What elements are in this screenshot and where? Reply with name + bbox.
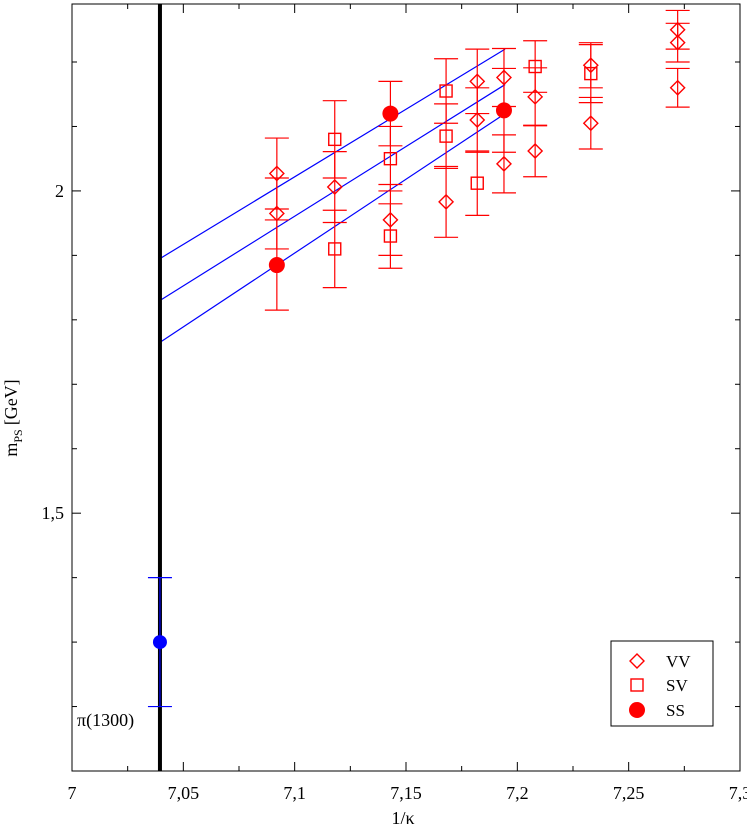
vv-point-11	[527, 142, 544, 159]
y-tick-label-1: 1,5	[42, 503, 65, 523]
sv-point-4	[383, 229, 398, 243]
sv-point-5	[439, 84, 453, 98]
legend-markers	[629, 653, 645, 718]
y-axis-label-unit: [GeV]	[1, 379, 21, 425]
y-axis-label: mPS [GeV]	[1, 379, 25, 456]
legend-label-ss: SS	[666, 701, 685, 720]
y-axis-label-main: m	[1, 443, 21, 457]
vv-point-5	[438, 193, 455, 210]
ss-point-3	[495, 102, 512, 119]
x-axis-ticks: 7 7,05 7,1 7,15 7,2 7,25 7,3	[68, 4, 747, 803]
ss-point-1	[268, 257, 285, 274]
svg-text:mPS[GeV]: mPS [GeV]	[1, 379, 25, 456]
x-tick-label-2: 7,05	[168, 783, 200, 803]
legend: VV SV SS	[610, 640, 714, 727]
x-tick-label-1: 7	[68, 783, 77, 803]
sv-point-7	[470, 176, 484, 190]
legend-marker-vv	[629, 653, 645, 669]
vv-point-10	[527, 88, 544, 105]
legend-label-vv: VV	[666, 652, 691, 671]
data-series	[264, 9, 690, 311]
legend-marker-sv	[630, 678, 644, 692]
sv-point-9	[584, 66, 598, 81]
reference-point-group	[147, 577, 172, 708]
sv-point-8	[528, 59, 542, 74]
x-tick-label-4: 7,15	[390, 783, 422, 803]
y-axis-ticks: 1,52	[42, 61, 740, 708]
x-tick-label-7: 7,3	[729, 783, 747, 803]
legend-label-sv: SV	[666, 676, 688, 695]
vv-point-15	[669, 34, 686, 51]
legend-box	[610, 640, 714, 727]
sv-point-2	[328, 242, 342, 256]
sv-point-6	[439, 129, 453, 143]
fit-line-3	[159, 113, 506, 343]
x-axis-label: 1/κ	[391, 808, 414, 828]
x-tick-label-5: 7,2	[506, 783, 529, 803]
vv-point-13	[582, 115, 599, 132]
y-tick-label-2: 2	[55, 181, 64, 201]
sv-point-3	[383, 151, 398, 166]
vv-point-7	[469, 112, 486, 129]
legend-marker-ss	[629, 702, 645, 718]
fit-line-1	[159, 48, 506, 260]
vv-point-3	[326, 179, 343, 196]
y-axis-label-sub: PS	[11, 429, 25, 442]
sv-point-1	[328, 132, 342, 147]
vv-point-9	[495, 155, 512, 172]
ss-point-2	[382, 105, 399, 122]
x-tick-label-3: 7,1	[283, 783, 306, 803]
vv-point-16	[669, 79, 686, 96]
x-tick-label-6: 7,25	[613, 783, 645, 803]
reference-point-label: π(1300)	[77, 710, 134, 731]
reference-point	[152, 635, 167, 650]
fit-lines	[159, 48, 506, 343]
